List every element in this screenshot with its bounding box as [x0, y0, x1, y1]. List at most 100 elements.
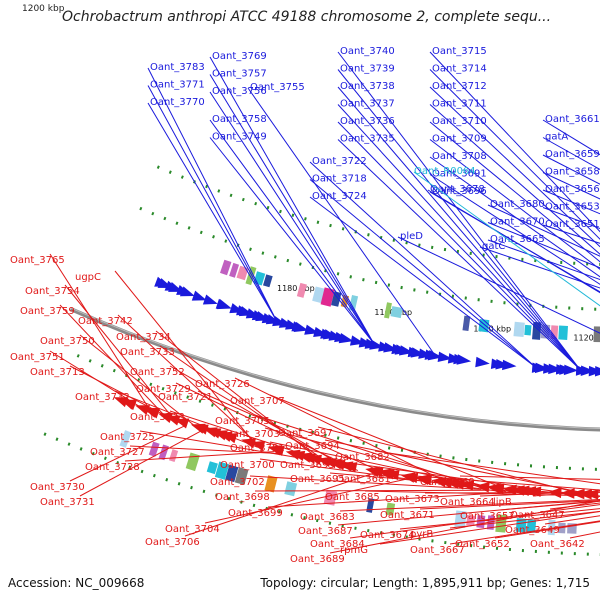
- gene-label: Oant_3725: [100, 432, 155, 443]
- cog-color-block: [220, 259, 232, 276]
- genome-backbone: [69, 307, 600, 432]
- gene-label: Oant_3733: [120, 347, 175, 358]
- gene-label: Oant_3653: [545, 202, 600, 213]
- gene-label-leader: [487, 239, 600, 281]
- gene-label: Oant_3699: [228, 508, 283, 519]
- gene-label: Oant_3696: [432, 186, 487, 197]
- gene-label: Oant_3755: [250, 82, 305, 93]
- gene-label: Oant_3736: [340, 116, 395, 127]
- gene-label: Oant_3701: [230, 443, 285, 454]
- reverse-gene-arrow: [307, 454, 322, 465]
- gene-label-leader: [413, 171, 600, 307]
- gene-label: Oant_3674: [360, 530, 415, 541]
- cog-color-block: [323, 489, 338, 506]
- gene-label-leader: [337, 69, 580, 369]
- cog-color-block: [234, 467, 249, 485]
- reverse-gene-arrow: [113, 397, 129, 408]
- gene-label-leader: [449, 520, 600, 545]
- gene-label: Oant_3732: [75, 392, 130, 403]
- gene-label-leader: [309, 196, 535, 367]
- gene-label: Oant_3685: [325, 492, 380, 503]
- gene-label: rpmG: [340, 545, 368, 556]
- gene-label: Oant_3740: [340, 46, 395, 57]
- gene-label: Oant_3758: [212, 114, 267, 125]
- forward-gene-arrow: [475, 356, 490, 368]
- gene-label: Oant_3713: [30, 367, 85, 378]
- gene-label-leader: [429, 156, 600, 278]
- cog-color-block: [320, 287, 335, 307]
- gene-label: Oant_3757: [212, 69, 267, 80]
- gene-label: Oant_3751: [10, 352, 65, 363]
- gene-label-leader: [209, 91, 375, 344]
- reverse-gene-arrow: [459, 480, 474, 491]
- forward-gene-arrow: [594, 366, 600, 377]
- cog-color-block: [526, 519, 537, 533]
- gene-label-leader: [337, 500, 600, 526]
- gene-label-leader: [339, 498, 600, 512]
- gene-label-leader: [337, 139, 580, 369]
- kbp-label: 1140 kbp: [473, 324, 511, 333]
- gene-label-leader: [337, 51, 580, 369]
- gene-label: Oant_R0064: [414, 166, 476, 177]
- gene-label: Oant_3712: [432, 81, 487, 92]
- gene-label-leader: [429, 86, 600, 248]
- gene-label-leader: [175, 382, 359, 472]
- forward-gene-arrow: [191, 290, 207, 301]
- gene-label-leader: [429, 104, 600, 255]
- gene-label: Oant_3734: [116, 332, 171, 343]
- gene-label: Oant_3673: [385, 494, 440, 505]
- cog-color-block: [466, 514, 476, 526]
- gene-label: Oant_3682: [335, 452, 390, 463]
- gene-label: Oant_3727: [90, 447, 145, 458]
- gene-label-leader: [429, 139, 600, 270]
- reverse-gene-arrow: [222, 433, 238, 444]
- gene-label-leader: [259, 458, 498, 492]
- gene-label-leader: [374, 450, 600, 485]
- gene-label: Oant_3694: [285, 441, 340, 452]
- gene-label-leader: [204, 478, 407, 524]
- gene-label-leader: [114, 270, 259, 448]
- gene-label: Oant_3680: [490, 199, 545, 210]
- cog-color-block: [284, 481, 298, 497]
- gene-label-leader: [337, 104, 580, 369]
- gene-label: Oant_3683: [300, 512, 355, 523]
- rna-gene-labels: Oant_R0064: [413, 166, 600, 307]
- cog-color-block: [236, 265, 249, 281]
- gene-label: Oant_3783: [150, 62, 205, 73]
- gene-label-leader: [147, 85, 277, 320]
- gene-label: Oant_3697: [278, 428, 333, 439]
- forward-gene-arrow: [179, 286, 195, 297]
- gene-label: Oant_3765: [10, 255, 65, 266]
- gene-label-leader: [487, 204, 600, 257]
- gene-label: Oant_3726: [195, 379, 250, 390]
- cog-color-block: [206, 461, 218, 475]
- gene-label: Oant_3678: [430, 184, 485, 195]
- gene-label: Oant_3657: [460, 511, 515, 522]
- gene-label: Oant_3711: [432, 99, 487, 110]
- gene-label: Oant_3722: [312, 156, 367, 167]
- gene-label: Oant_3665: [490, 234, 545, 245]
- gene-label-leader: [397, 236, 600, 334]
- gene-label: Oant_3737: [340, 99, 395, 110]
- gene-label-leader: [494, 521, 600, 539]
- gene-label-leader: [159, 345, 332, 466]
- gene-label: Oant_3749: [212, 132, 267, 143]
- cog-color-block: [513, 321, 525, 338]
- gene-label: ugpC: [75, 272, 101, 283]
- gene-label-leader: [319, 458, 599, 498]
- forward-gene-arrow: [580, 365, 595, 376]
- genome-backbone-highlight: [70, 307, 600, 429]
- forward-gene-arrow: [548, 363, 563, 375]
- gene-label-leader: [169, 410, 349, 470]
- gene-label-leader: [542, 172, 600, 200]
- gene-label-leader: [49, 350, 154, 416]
- forward-gene-arrow: [563, 364, 579, 376]
- gene-label: Oant_3708: [432, 151, 487, 162]
- gene-label: Oant_3651: [545, 219, 600, 230]
- gene-label: Oant_3706: [145, 537, 200, 548]
- forward-gene-arrow: [293, 321, 309, 333]
- gene-label-leader: [117, 314, 263, 450]
- gene-label-leader: [329, 500, 600, 554]
- reverse-gene-arrow: [135, 405, 151, 416]
